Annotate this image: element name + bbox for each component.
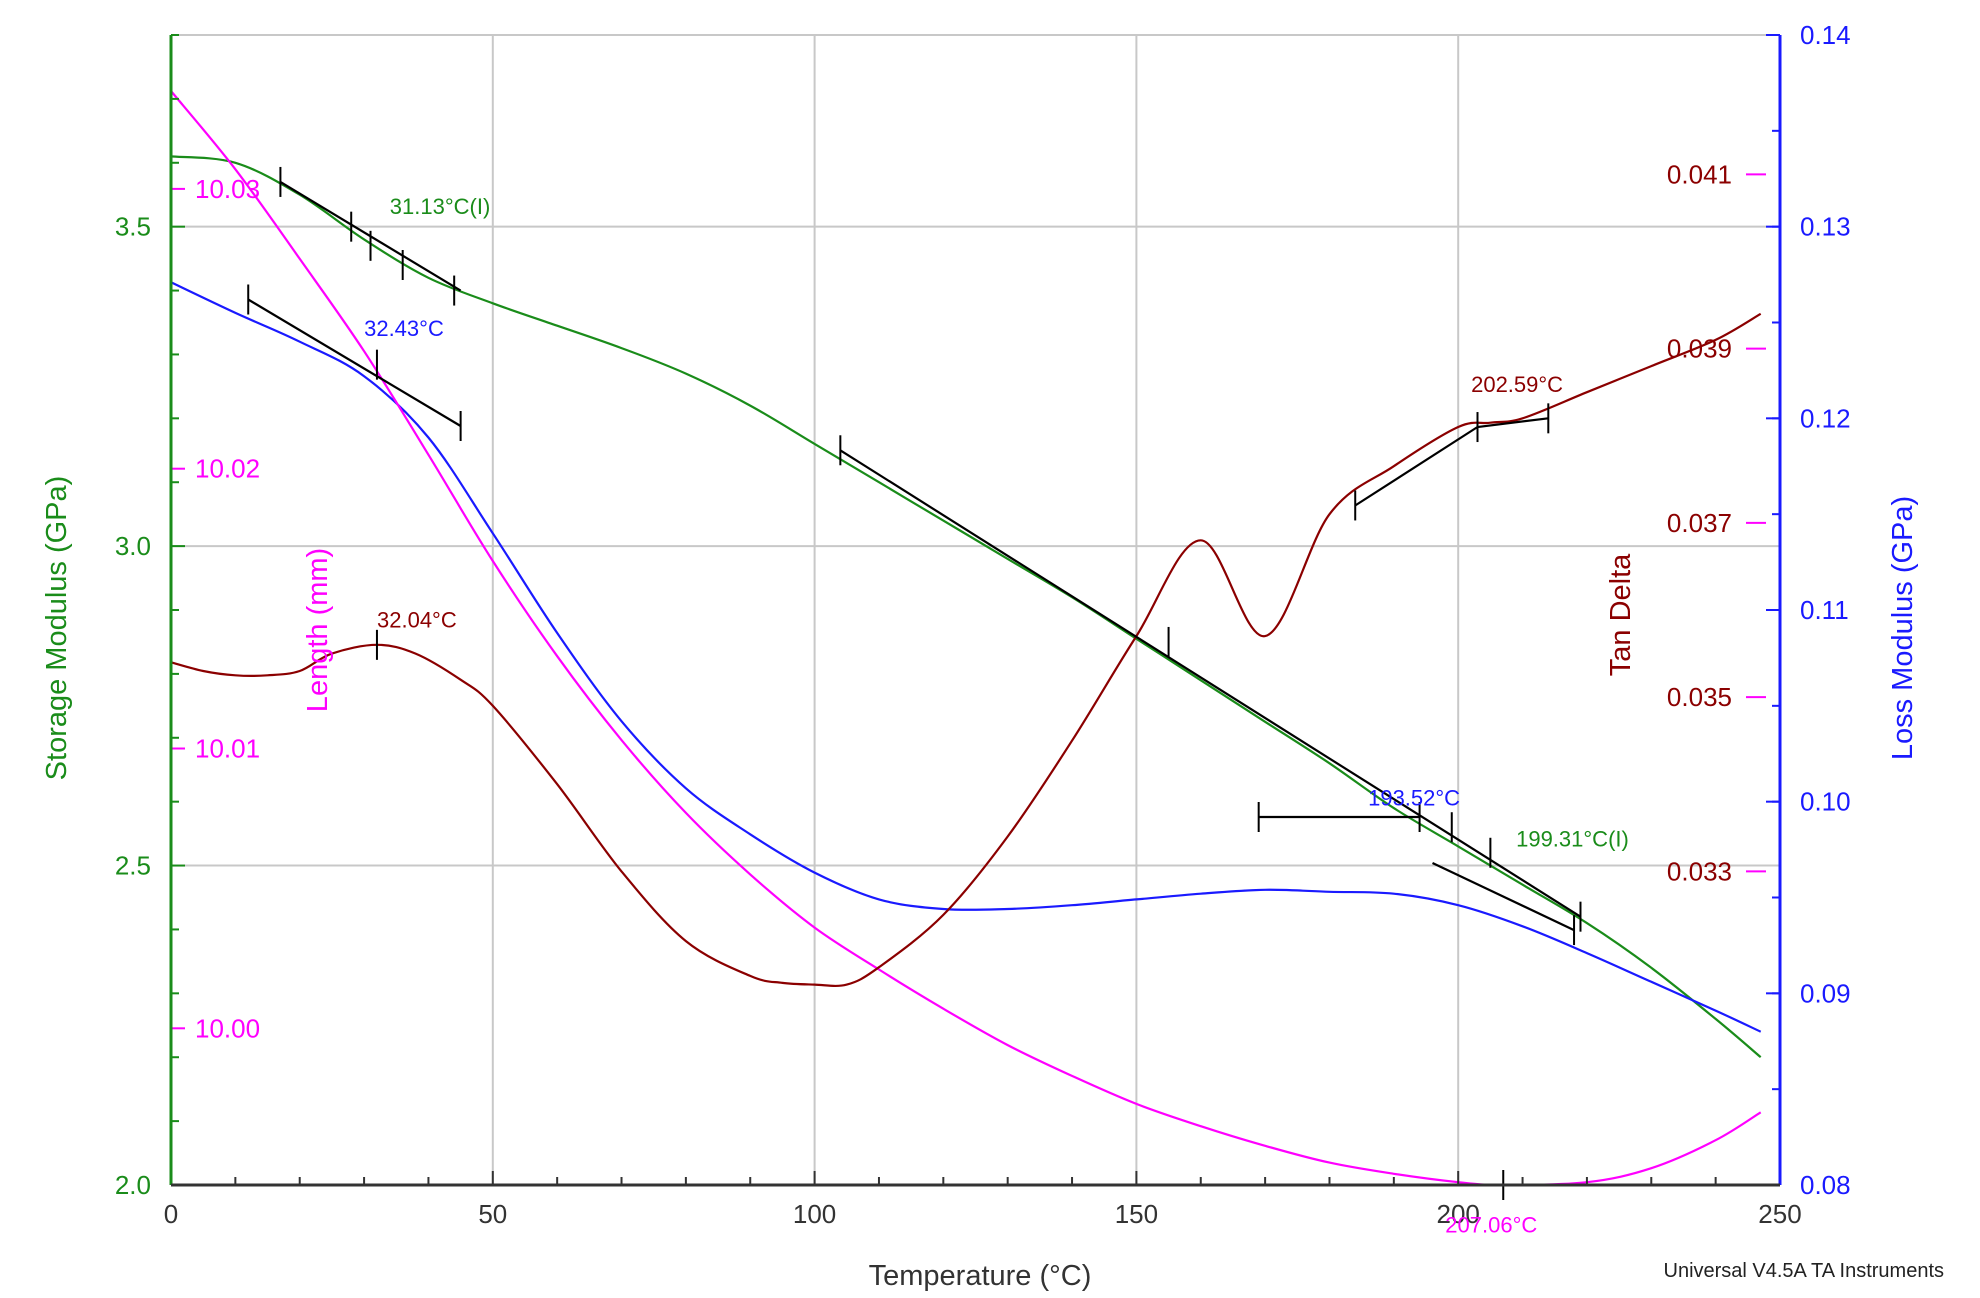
x-tick-label: 200 [1437, 1199, 1480, 1229]
markers [247, 166, 1582, 1200]
tan-tick-label: 0.037 [1667, 508, 1732, 538]
loss-modulus-curve [170, 281, 1762, 1033]
tan-tick-label: 0.033 [1667, 856, 1732, 886]
grid [171, 34, 1780, 1185]
length-tick-label: 10.03 [195, 174, 260, 204]
right-tick-label: 0.09 [1800, 978, 1851, 1008]
left-tick-label: 2.5 [115, 851, 151, 881]
x-tick-label: 50 [478, 1199, 507, 1229]
right-tick-label: 0.13 [1800, 212, 1851, 242]
axes [169, 34, 1782, 1187]
right-tick-label: 0.08 [1800, 1170, 1851, 1200]
left-axis-title: Storage Modulus (GPa) [41, 476, 73, 781]
right-axis-title: Loss Modulus (GPa) [1887, 496, 1919, 760]
storage-modulus-curve [170, 155, 1762, 1059]
annotation-label: 202.59°C [1471, 372, 1563, 397]
right-tick-label: 0.10 [1800, 787, 1851, 817]
annotation-label: 199.31°C(I) [1516, 826, 1629, 851]
x-tick-label: 250 [1758, 1199, 1801, 1229]
annotation-label: 193.52°C [1368, 786, 1460, 811]
left-tick-label: 3.0 [115, 531, 151, 561]
annotation-label: 207.06°C [1445, 1213, 1537, 1238]
length-tick-label: 10.01 [195, 734, 260, 764]
right-tick-label: 0.14 [1800, 20, 1851, 50]
annotation-label: 32.43°C [364, 316, 444, 341]
left-tick-label: 3.5 [115, 212, 151, 242]
annotation-label: 31.13°C(I) [390, 194, 491, 219]
x-tick-label: 150 [1115, 1199, 1158, 1229]
tan-tick-label: 0.041 [1667, 159, 1732, 189]
annotation-label: 32.04°C [377, 607, 457, 632]
x-tick-label: 0 [164, 1199, 178, 1229]
footer-text: Universal V4.5A TA Instruments [1664, 1260, 1945, 1282]
x-axis-title: Temperature (°C) [869, 1260, 1092, 1292]
left-tick-label: 2.0 [115, 1170, 151, 1200]
x-tick-label: 100 [793, 1199, 836, 1229]
tick-labels: 0 50 100 150 200 250 2.0 2.5 3.0 3.5 0.08 0.09 0.10 0… [115, 20, 1851, 1229]
length-tick-label: 10.02 [195, 454, 260, 484]
tangent-fit-line [839, 449, 1582, 918]
annotations: 31.13°C(I) 32.43°C 32.04°C 202.59°C 193.52°C… [364, 194, 1629, 1238]
length-tick-label: 10.00 [195, 1013, 260, 1043]
tangent-fit-line [247, 298, 462, 427]
length-axis-title: Length (mm) [302, 548, 334, 712]
tan-tick-label: 0.035 [1667, 682, 1732, 712]
right-tick-label: 0.12 [1800, 403, 1851, 433]
tangent-fit-line [1432, 862, 1575, 932]
tan-tick-label: 0.039 [1667, 334, 1732, 364]
right-tick-label: 0.11 [1800, 595, 1849, 625]
tan-axis-title: Tan Delta [1605, 553, 1637, 676]
